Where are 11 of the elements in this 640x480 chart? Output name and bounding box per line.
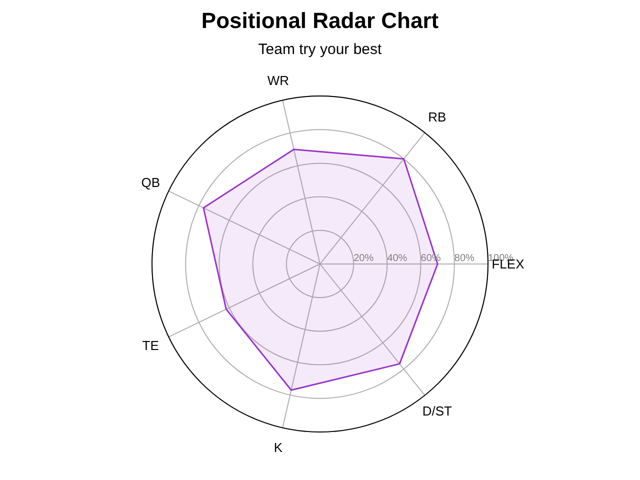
y-tick-label: 20% [354, 253, 374, 264]
spoke-label: WR [267, 73, 289, 88]
chart-subtitle: Team try your best [258, 41, 383, 58]
spoke-label: K [274, 440, 283, 455]
y-tick-label: 80% [454, 253, 475, 264]
spoke-label: TE [142, 338, 160, 354]
spoke-label: RB [428, 110, 446, 125]
spoke-label: D/ST [422, 403, 452, 418]
spoke-label: QB [141, 174, 160, 190]
y-tick-label: 40% [387, 253, 408, 264]
chart-title: Positional Radar Chart [201, 8, 440, 33]
